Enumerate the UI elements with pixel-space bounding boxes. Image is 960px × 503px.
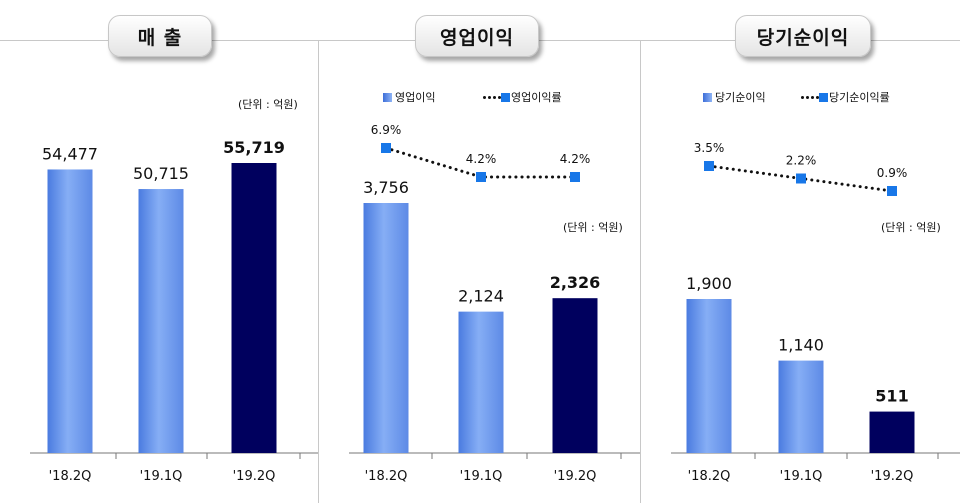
net-income-unit-label: (단위 : 억원) bbox=[881, 221, 941, 234]
panel-divider-2 bbox=[640, 40, 641, 503]
rate-marker bbox=[570, 172, 580, 182]
sales-title-text: 매 출 bbox=[137, 26, 183, 49]
operating-profit-panel: 3,756 '18.2Q 2,124 '19.1Q 2,326 '19.2Q 6.9% 4.2… bbox=[319, 40, 640, 503]
x-tick-label: '18.2Q bbox=[365, 469, 408, 484]
sales-unit-label: (단위 : 억원) bbox=[238, 98, 298, 111]
net-income-title: 당기순이익 bbox=[735, 15, 871, 57]
bar-swatch-icon bbox=[383, 92, 392, 102]
bar bbox=[686, 299, 732, 453]
net-income-panel: 1,900 '18.2Q 1,140 '19.1Q 511 '19.2Q 3.5% 2.2% 0… bbox=[641, 40, 960, 503]
rate-value-label: 3.5% bbox=[694, 141, 725, 155]
rate-value-label: 6.9% bbox=[371, 123, 402, 137]
panel-divider-1 bbox=[318, 40, 319, 503]
x-tick-label: '19.1Q bbox=[780, 469, 823, 484]
legend-label: 영업이익 bbox=[395, 91, 436, 104]
bar-value-label: 54,477 bbox=[42, 144, 98, 163]
bar-value-label: 55,719 bbox=[223, 138, 285, 157]
rate-value-label: 0.9% bbox=[877, 166, 908, 180]
x-tick-label: '19.2Q bbox=[871, 469, 914, 484]
rate-value-label: 2.2% bbox=[786, 154, 817, 168]
x-tick-label: '19.1Q bbox=[460, 469, 503, 484]
net-income-title-text: 당기순이익 bbox=[756, 26, 850, 49]
bar bbox=[552, 298, 598, 453]
net-income-chart: 1,900 '18.2Q 1,140 '19.1Q 511 '19.2Q 3.5% 2.2% 0… bbox=[671, 141, 960, 484]
rate-marker bbox=[476, 172, 486, 182]
legend-label: 영업이익률 bbox=[511, 91, 562, 104]
rate-marker bbox=[704, 161, 714, 171]
sales-panel: 54,477 '18.2Q 50,715 '19.1Q 55,719 '19.2Q bbox=[0, 40, 318, 503]
legend-label: 당기순이익률 bbox=[829, 91, 890, 104]
rate-marker bbox=[381, 143, 391, 153]
bar-value-label: 2,326 bbox=[550, 273, 601, 292]
x-tick-label: '19.1Q bbox=[140, 469, 183, 484]
rate-marker bbox=[887, 186, 897, 196]
operating-profit-title: 영업이익 bbox=[415, 15, 539, 57]
x-tick-label: '18.2Q bbox=[49, 469, 92, 484]
legend-label: 당기순이익 bbox=[715, 91, 766, 104]
x-tick-label: '19.2Q bbox=[554, 469, 597, 484]
net-income-legend-line: 당기순이익률 bbox=[801, 89, 890, 105]
bar bbox=[47, 169, 93, 453]
sales-chart: 54,477 '18.2Q 50,715 '19.1Q 55,719 '19.2Q bbox=[30, 138, 318, 484]
operating-profit-legend-line: 영업이익률 bbox=[483, 89, 562, 105]
bar bbox=[231, 163, 277, 453]
x-tick-label: '18.2Q bbox=[688, 469, 731, 484]
bar bbox=[778, 360, 824, 453]
bar-value-label: 50,715 bbox=[133, 164, 189, 183]
dotted-line-marker-icon bbox=[483, 92, 510, 102]
bar-value-label: 1,900 bbox=[686, 274, 732, 293]
bar-value-label: 1,140 bbox=[778, 336, 824, 355]
bar-value-label: 3,756 bbox=[363, 178, 409, 197]
sales-title: 매 출 bbox=[108, 15, 212, 57]
rate-value-label: 4.2% bbox=[466, 152, 497, 166]
rate-value-label: 4.2% bbox=[560, 152, 591, 166]
bar bbox=[458, 311, 504, 453]
bar-swatch-icon bbox=[703, 92, 712, 102]
operating-profit-unit-label: (단위 : 억원) bbox=[563, 221, 623, 234]
bar bbox=[869, 411, 915, 453]
operating-profit-legend-bar: 영업이익 bbox=[383, 89, 435, 105]
net-income-legend-bar: 당기순이익 bbox=[703, 89, 766, 105]
dotted-line-marker-icon bbox=[801, 92, 828, 102]
bar bbox=[363, 203, 409, 453]
x-tick-label: '19.2Q bbox=[233, 469, 276, 484]
rate-marker bbox=[796, 173, 806, 184]
operating-profit-chart: 3,756 '18.2Q 2,124 '19.1Q 2,326 '19.2Q 6.9% 4.2… bbox=[349, 123, 640, 484]
bar bbox=[138, 189, 184, 453]
bar-value-label: 511 bbox=[875, 387, 908, 406]
bar-value-label: 2,124 bbox=[458, 287, 504, 306]
operating-profit-title-text: 영업이익 bbox=[440, 26, 514, 49]
